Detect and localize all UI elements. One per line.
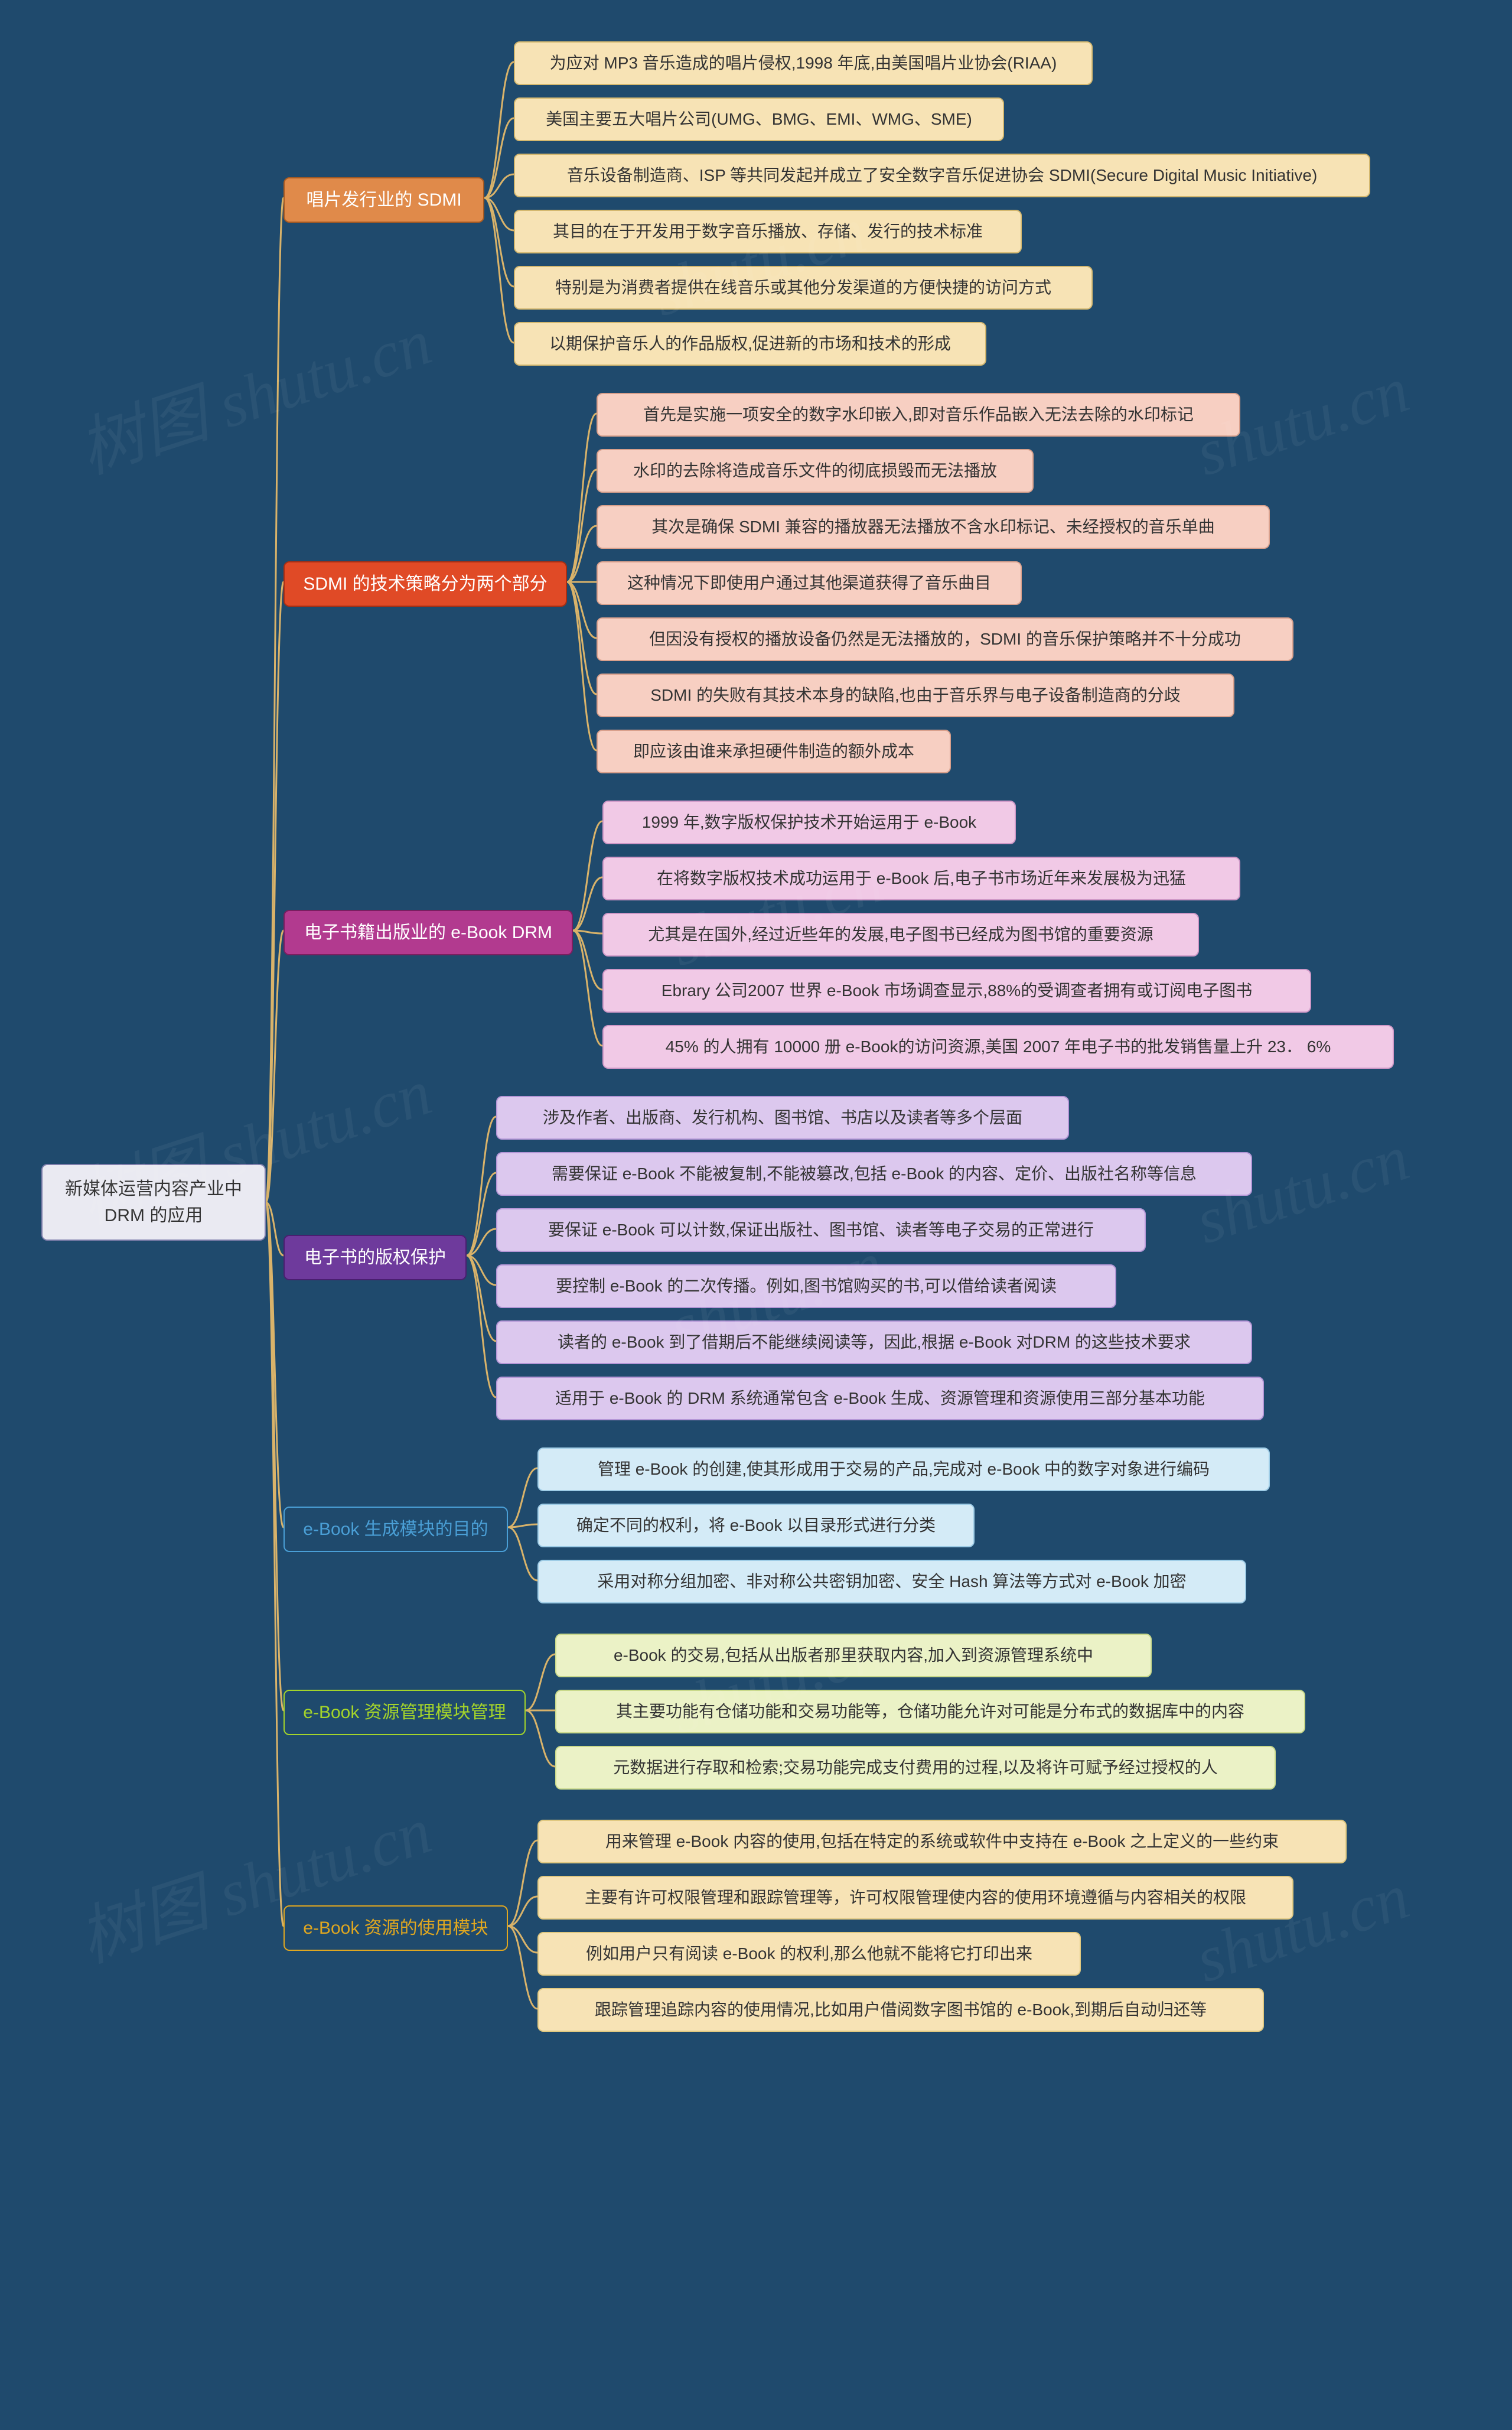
leaf-1-1: 水印的去除将造成音乐文件的彻底损毁而无法播放 — [597, 449, 1034, 493]
leaf-0-5: 以期保护音乐人的作品版权,促进新的市场和技术的形成 — [514, 322, 986, 366]
leaf-5-0: e-Book 的交易,包括从出版者那里获取内容,加入到资源管理系统中 — [555, 1634, 1152, 1677]
leaf-0-4-label: 特别是为消费者提供在线音乐或其他分发渠道的方便快捷的访问方式 — [555, 275, 1051, 300]
leaf-2-0: 1999 年,数字版权保护技术开始运用于 e-Book — [602, 801, 1016, 844]
branch-6-label: e-Book 资源的使用模块 — [303, 1915, 488, 1941]
leaf-5-0-label: e-Book 的交易,包括从出版者那里获取内容,加入到资源管理系统中 — [614, 1643, 1093, 1668]
leaf-1-0-label: 首先是实施一项安全的数字水印嵌入,即对音乐作品嵌入无法去除的水印标记 — [643, 402, 1194, 427]
branch-1: SDMI 的技术策略分为两个部分 — [284, 561, 567, 607]
leaf-1-5: SDMI 的失败有其技术本身的缺陷,也由于音乐界与电子设备制造商的分歧 — [597, 674, 1234, 717]
leaf-2-0-label: 1999 年,数字版权保护技术开始运用于 e-Book — [642, 810, 976, 835]
leaf-0-1: 美国主要五大唱片公司(UMG、BMG、EMI、WMG、SME) — [514, 97, 1004, 141]
leaf-3-3-label: 要控制 e-Book 的二次传播。例如,图书馆购买的书,可以借给读者阅读 — [556, 1274, 1057, 1299]
leaf-5-2: 元数据进行存取和检索;交易功能完成支付费用的过程,以及将许可赋予经过授权的人 — [555, 1746, 1276, 1790]
leaf-0-2-label: 音乐设备制造商、ISP 等共同发起并成立了安全数字音乐促进协会 SDMI(Sec… — [567, 163, 1318, 188]
leaf-1-3: 这种情况下即使用户通过其他渠道获得了音乐曲目 — [597, 561, 1022, 605]
mindmap-canvas: 新媒体运营内容产业中 DRM 的应用 唱片发行业的 SDMI 为应对 MP3 音乐造… — [0, 0, 1512, 2430]
leaf-6-1-label: 主要有许可权限管理和跟踪管理等，许可权限管理使内容的使用环境遵循与内容相关的权限 — [585, 1885, 1246, 1910]
leaf-3-0: 涉及作者、出版商、发行机构、图书馆、书店以及读者等多个层面 — [496, 1096, 1069, 1140]
leaf-4-2: 采用对称分组加密、非对称公共密钥加密、安全 Hash 算法等方式对 e-Book… — [537, 1560, 1246, 1603]
leaf-3-4: 读者的 e-Book 到了借期后不能继续阅读等，因此,根据 e-Book 对DR… — [496, 1320, 1252, 1364]
leaf-1-1-label: 水印的去除将造成音乐文件的彻底损毁而无法播放 — [633, 458, 997, 483]
branch-2: 电子书籍出版业的 e-Book DRM — [284, 910, 573, 955]
branch-4: e-Book 生成模块的目的 — [284, 1507, 508, 1552]
root-node-label: 新媒体运营内容产业中 DRM 的应用 — [56, 1176, 252, 1229]
leaf-6-0: 用来管理 e-Book 内容的使用,包括在特定的系统或软件中支持在 e-Book… — [537, 1820, 1347, 1863]
leaf-5-1-label: 其主要功能有仓储功能和交易功能等，仓储功能允许对可能是分布式的数据库中的内容 — [616, 1699, 1244, 1724]
leaf-3-1-label: 需要保证 e-Book 不能被复制,不能被篡改,包括 e-Book 的内容、定价… — [552, 1162, 1197, 1186]
leaf-2-2-label: 尤其是在国外,经过近些年的发展,电子图书已经成为图书馆的重要资源 — [648, 922, 1153, 947]
leaf-1-4-label: 但因没有授权的播放设备仍然是无法播放的，SDMI 的音乐保护策略并不十分成功 — [649, 627, 1241, 652]
leaf-2-4-label: 45% 的人拥有 10000 册 e-Book的访问资源,美国 2007 年电子… — [666, 1035, 1331, 1059]
leaf-6-1: 主要有许可权限管理和跟踪管理等，许可权限管理使内容的使用环境遵循与内容相关的权限 — [537, 1876, 1293, 1920]
branch-6: e-Book 资源的使用模块 — [284, 1905, 508, 1951]
leaf-2-1-label: 在将数字版权技术成功运用于 e-Book 后,电子书市场近年来发展极为迅猛 — [657, 866, 1186, 891]
leaf-5-1: 其主要功能有仓储功能和交易功能等，仓储功能允许对可能是分布式的数据库中的内容 — [555, 1690, 1305, 1733]
leaf-4-2-label: 采用对称分组加密、非对称公共密钥加密、安全 Hash 算法等方式对 e-Book… — [597, 1569, 1186, 1594]
leaf-4-1-label: 确定不同的权利，将 e-Book 以目录形式进行分类 — [576, 1513, 936, 1538]
leaf-1-3-label: 这种情况下即使用户通过其他渠道获得了音乐曲目 — [627, 571, 991, 596]
leaf-6-2-label: 例如用户只有阅读 e-Book 的权利,那么他就不能将它打印出来 — [586, 1941, 1032, 1966]
leaf-2-1: 在将数字版权技术成功运用于 e-Book 后,电子书市场近年来发展极为迅猛 — [602, 857, 1240, 900]
leaf-2-3: Ebrary 公司2007 世界 e-Book 市场调查显示,88%的受调查者拥… — [602, 969, 1311, 1013]
leaf-1-0: 首先是实施一项安全的数字水印嵌入,即对音乐作品嵌入无法去除的水印标记 — [597, 393, 1240, 437]
leaf-6-3: 跟踪管理追踪内容的使用情况,比如用户借阅数字图书馆的 e-Book,到期后自动归… — [537, 1988, 1264, 2032]
leaf-1-6-label: 即应该由谁来承担硬件制造的额外成本 — [633, 739, 914, 764]
branch-5: e-Book 资源管理模块管理 — [284, 1690, 526, 1735]
branch-3: 电子书的版权保护 — [284, 1235, 467, 1280]
leaf-3-2-label: 要保证 e-Book 可以计数,保证出版社、图书馆、读者等电子交易的正常进行 — [548, 1218, 1094, 1242]
leaf-0-0-label: 为应对 MP3 音乐造成的唱片侵权,1998 年底,由美国唱片业协会(RIAA) — [550, 51, 1057, 76]
leaf-1-5-label: SDMI 的失败有其技术本身的缺陷,也由于音乐界与电子设备制造商的分歧 — [650, 683, 1181, 708]
leaf-0-3-label: 其目的在于开发用于数字音乐播放、存储、发行的技术标准 — [553, 219, 983, 244]
leaf-3-3: 要控制 e-Book 的二次传播。例如,图书馆购买的书,可以借给读者阅读 — [496, 1264, 1116, 1308]
leaf-1-2: 其次是确保 SDMI 兼容的播放器无法播放不含水印标记、未经授权的音乐单曲 — [597, 505, 1270, 549]
leaf-0-0: 为应对 MP3 音乐造成的唱片侵权,1998 年底,由美国唱片业协会(RIAA) — [514, 41, 1093, 85]
leaf-6-3-label: 跟踪管理追踪内容的使用情况,比如用户借阅数字图书馆的 e-Book,到期后自动归… — [595, 1998, 1207, 2022]
branch-2-label: 电子书籍出版业的 e-Book DRM — [304, 919, 552, 946]
leaf-5-2-label: 元数据进行存取和检索;交易功能完成支付费用的过程,以及将许可赋予经过授权的人 — [613, 1755, 1218, 1780]
branch-3-label: 电子书的版权保护 — [304, 1244, 446, 1271]
leaf-1-2-label: 其次是确保 SDMI 兼容的播放器无法播放不含水印标记、未经授权的音乐单曲 — [651, 515, 1215, 539]
leaf-4-1: 确定不同的权利，将 e-Book 以目录形式进行分类 — [537, 1504, 975, 1547]
branch-5-label: e-Book 资源管理模块管理 — [303, 1699, 506, 1726]
leaf-0-3: 其目的在于开发用于数字音乐播放、存储、发行的技术标准 — [514, 210, 1022, 253]
leaf-3-0-label: 涉及作者、出版商、发行机构、图书馆、书店以及读者等多个层面 — [543, 1105, 1022, 1130]
leaf-0-4: 特别是为消费者提供在线音乐或其他分发渠道的方便快捷的访问方式 — [514, 266, 1093, 310]
leaf-0-2: 音乐设备制造商、ISP 等共同发起并成立了安全数字音乐促进协会 SDMI(Sec… — [514, 154, 1370, 197]
leaf-3-2: 要保证 e-Book 可以计数,保证出版社、图书馆、读者等电子交易的正常进行 — [496, 1208, 1146, 1252]
leaf-6-0-label: 用来管理 e-Book 内容的使用,包括在特定的系统或软件中支持在 e-Book… — [605, 1829, 1279, 1854]
leaf-1-4: 但因没有授权的播放设备仍然是无法播放的，SDMI 的音乐保护策略并不十分成功 — [597, 617, 1293, 661]
leaf-0-1-label: 美国主要五大唱片公司(UMG、BMG、EMI、WMG、SME) — [546, 107, 972, 132]
leaf-4-0: 管理 e-Book 的创建,使其形成用于交易的产品,完成对 e-Book 中的数… — [537, 1447, 1270, 1491]
leaf-2-4: 45% 的人拥有 10000 册 e-Book的访问资源,美国 2007 年电子… — [602, 1025, 1394, 1069]
leaf-3-5: 适用于 e-Book 的 DRM 系统通常包含 e-Book 生成、资源管理和资… — [496, 1377, 1264, 1420]
leaf-4-0-label: 管理 e-Book 的创建,使其形成用于交易的产品,完成对 e-Book 中的数… — [598, 1457, 1210, 1482]
leaf-3-1: 需要保证 e-Book 不能被复制,不能被篡改,包括 e-Book 的内容、定价… — [496, 1152, 1252, 1196]
leaf-6-2: 例如用户只有阅读 e-Book 的权利,那么他就不能将它打印出来 — [537, 1932, 1081, 1976]
watermark-0: 树图 shutu.cn — [65, 289, 441, 492]
branch-0: 唱片发行业的 SDMI — [284, 177, 484, 223]
leaf-3-4-label: 读者的 e-Book 到了借期后不能继续阅读等，因此,根据 e-Book 对DR… — [558, 1330, 1191, 1355]
leaf-2-2: 尤其是在国外,经过近些年的发展,电子图书已经成为图书馆的重要资源 — [602, 913, 1199, 957]
leaf-3-5-label: 适用于 e-Book 的 DRM 系统通常包含 e-Book 生成、资源管理和资… — [555, 1386, 1205, 1411]
branch-4-label: e-Book 生成模块的目的 — [303, 1516, 488, 1543]
branch-0-label: 唱片发行业的 SDMI — [306, 187, 461, 213]
branch-1-label: SDMI 的技术策略分为两个部分 — [303, 571, 547, 597]
leaf-2-3-label: Ebrary 公司2007 世界 e-Book 市场调查显示,88%的受调查者拥… — [662, 978, 1252, 1003]
leaf-1-6: 即应该由谁来承担硬件制造的额外成本 — [597, 730, 951, 773]
root-node: 新媒体运营内容产业中 DRM 的应用 — [41, 1164, 266, 1241]
leaf-0-5-label: 以期保护音乐人的作品版权,促进新的市场和技术的形成 — [549, 331, 951, 356]
